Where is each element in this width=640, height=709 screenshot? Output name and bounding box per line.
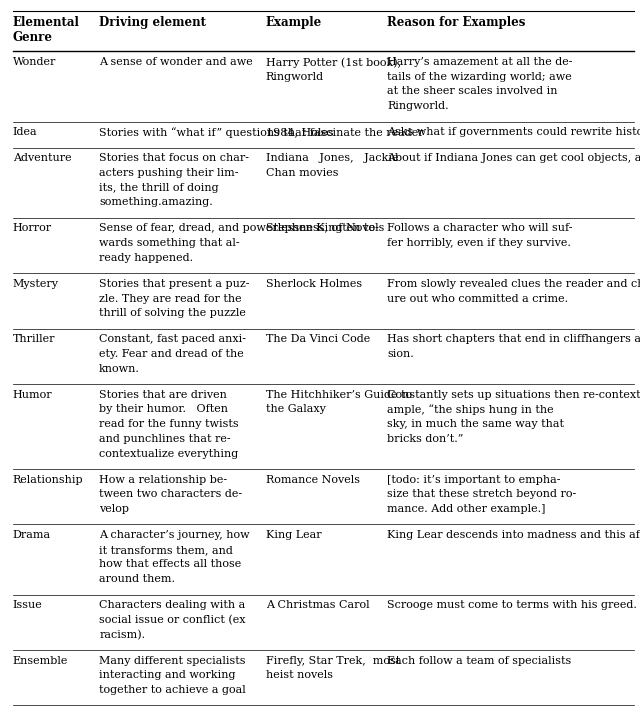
Text: Harry’s amazement at all the de-: Harry’s amazement at all the de- xyxy=(387,57,573,67)
Text: racism).: racism). xyxy=(99,630,145,640)
Text: Each follow a team of specialists: Each follow a team of specialists xyxy=(387,656,572,666)
Text: the Galaxy: the Galaxy xyxy=(266,405,326,415)
Text: together to achieve a goal: together to achieve a goal xyxy=(99,685,246,695)
Text: Stories with “what if” questions that fascinate the reader: Stories with “what if” questions that fa… xyxy=(99,127,424,138)
Text: Romance Novels: Romance Novels xyxy=(266,474,360,485)
Text: acters pushing their lim-: acters pushing their lim- xyxy=(99,168,239,178)
Text: Ensemble: Ensemble xyxy=(13,656,68,666)
Text: Scrooge must come to terms with his greed.: Scrooge must come to terms with his gree… xyxy=(387,601,637,610)
Text: Stories that focus on char-: Stories that focus on char- xyxy=(99,153,249,163)
Text: it transforms them, and: it transforms them, and xyxy=(99,545,233,554)
Text: social issue or conflict (ex: social issue or conflict (ex xyxy=(99,615,246,625)
Text: mance. Add other example.]: mance. Add other example.] xyxy=(387,504,546,514)
Text: how that effects all those: how that effects all those xyxy=(99,559,241,569)
Text: Ringworld.: Ringworld. xyxy=(387,101,449,111)
Text: Harry Potter (1st book),: Harry Potter (1st book), xyxy=(266,57,401,67)
Text: Constant, fast paced anxi-: Constant, fast paced anxi- xyxy=(99,335,246,345)
Text: A sense of wonder and awe: A sense of wonder and awe xyxy=(99,57,253,67)
Text: by their humor.   Often: by their humor. Often xyxy=(99,405,228,415)
Text: velop: velop xyxy=(99,504,129,514)
Text: at the sheer scales involved in: at the sheer scales involved in xyxy=(387,86,557,96)
Text: Stories that are driven: Stories that are driven xyxy=(99,390,227,400)
Text: Thriller: Thriller xyxy=(13,335,55,345)
Text: ety. Fear and dread of the: ety. Fear and dread of the xyxy=(99,349,244,359)
Text: A Christmas Carol: A Christmas Carol xyxy=(266,601,369,610)
Text: Stephen King Novels: Stephen King Novels xyxy=(266,223,384,233)
Text: Genre: Genre xyxy=(13,31,52,44)
Text: Idea: Idea xyxy=(13,127,37,138)
Text: known.: known. xyxy=(99,364,140,374)
Text: Characters dealing with a: Characters dealing with a xyxy=(99,601,246,610)
Text: Ringworld: Ringworld xyxy=(266,72,324,82)
Text: The Da Vinci Code: The Da Vinci Code xyxy=(266,335,370,345)
Text: Drama: Drama xyxy=(13,530,51,540)
Text: Sense of fear, dread, and powerlessness, often to-: Sense of fear, dread, and powerlessness,… xyxy=(99,223,379,233)
Text: Example: Example xyxy=(266,16,322,29)
Text: Asks what if governments could rewrite history on their whim or if there existed: Asks what if governments could rewrite h… xyxy=(387,127,640,138)
Text: and punchlines that re-: and punchlines that re- xyxy=(99,434,231,444)
Text: thrill of solving the puzzle: thrill of solving the puzzle xyxy=(99,308,246,318)
Text: Horror: Horror xyxy=(13,223,52,233)
Text: 1984, Holes: 1984, Holes xyxy=(266,127,333,138)
Text: contextualize everything: contextualize everything xyxy=(99,449,239,459)
Text: Sherlock Holmes: Sherlock Holmes xyxy=(266,279,362,289)
Text: Reason for Examples: Reason for Examples xyxy=(387,16,525,29)
Text: read for the funny twists: read for the funny twists xyxy=(99,419,239,429)
Text: About if Indiana Jones can get cool objects, about Jackie Chan doing amazing mar: About if Indiana Jones can get cool obje… xyxy=(387,153,640,163)
Text: Indiana   Jones,   Jackie: Indiana Jones, Jackie xyxy=(266,153,398,163)
Text: ready happened.: ready happened. xyxy=(99,253,193,263)
Text: zle. They are read for the: zle. They are read for the xyxy=(99,294,242,303)
Text: sky, in much the same way that: sky, in much the same way that xyxy=(387,419,564,429)
Text: fer horribly, even if they survive.: fer horribly, even if they survive. xyxy=(387,238,571,248)
Text: Wonder: Wonder xyxy=(13,57,56,67)
Text: Relationship: Relationship xyxy=(13,474,83,485)
Text: How a relationship be-: How a relationship be- xyxy=(99,474,227,485)
Text: tails of the wizarding world; awe: tails of the wizarding world; awe xyxy=(387,72,572,82)
Text: ample, “the ships hung in the: ample, “the ships hung in the xyxy=(387,405,554,415)
Text: wards something that al-: wards something that al- xyxy=(99,238,240,248)
Text: bricks don’t.”: bricks don’t.” xyxy=(387,434,463,444)
Text: Firefly, Star Trek,  most: Firefly, Star Trek, most xyxy=(266,656,400,666)
Text: something.amazing.: something.amazing. xyxy=(99,197,213,207)
Text: ure out who committed a crime.: ure out who committed a crime. xyxy=(387,294,568,303)
Text: around them.: around them. xyxy=(99,574,175,584)
Text: interacting and working: interacting and working xyxy=(99,671,236,681)
Text: Stories that present a puz-: Stories that present a puz- xyxy=(99,279,250,289)
Text: The Hitchhiker’s Guide to: The Hitchhiker’s Guide to xyxy=(266,390,412,400)
Text: Many different specialists: Many different specialists xyxy=(99,656,246,666)
Text: A character’s journey, how: A character’s journey, how xyxy=(99,530,250,540)
Text: King Lear: King Lear xyxy=(266,530,321,540)
Text: [todo: it’s important to empha-: [todo: it’s important to empha- xyxy=(387,474,561,485)
Text: Issue: Issue xyxy=(13,601,42,610)
Text: Has short chapters that end in cliffhangers and constant ten-: Has short chapters that end in cliffhang… xyxy=(387,335,640,345)
Text: King Lear descends into madness and this affects him and all the characters he k: King Lear descends into madness and this… xyxy=(387,530,640,540)
Text: Adventure: Adventure xyxy=(13,153,72,163)
Text: Mystery: Mystery xyxy=(13,279,59,289)
Text: tween two characters de-: tween two characters de- xyxy=(99,489,243,499)
Text: its, the thrill of doing: its, the thrill of doing xyxy=(99,183,219,193)
Text: sion.: sion. xyxy=(387,349,414,359)
Text: Constantly sets up situations then re-contextualizes.  For ex-: Constantly sets up situations then re-co… xyxy=(387,390,640,400)
Text: Humor: Humor xyxy=(13,390,52,400)
Text: Driving element: Driving element xyxy=(99,16,206,29)
Text: heist novels: heist novels xyxy=(266,671,333,681)
Text: Follows a character who will suf-: Follows a character who will suf- xyxy=(387,223,573,233)
Text: Chan movies: Chan movies xyxy=(266,168,338,178)
Text: Elemental: Elemental xyxy=(13,16,79,29)
Text: From slowly revealed clues the reader and characters must fig-: From slowly revealed clues the reader an… xyxy=(387,279,640,289)
Text: size that these stretch beyond ro-: size that these stretch beyond ro- xyxy=(387,489,577,499)
